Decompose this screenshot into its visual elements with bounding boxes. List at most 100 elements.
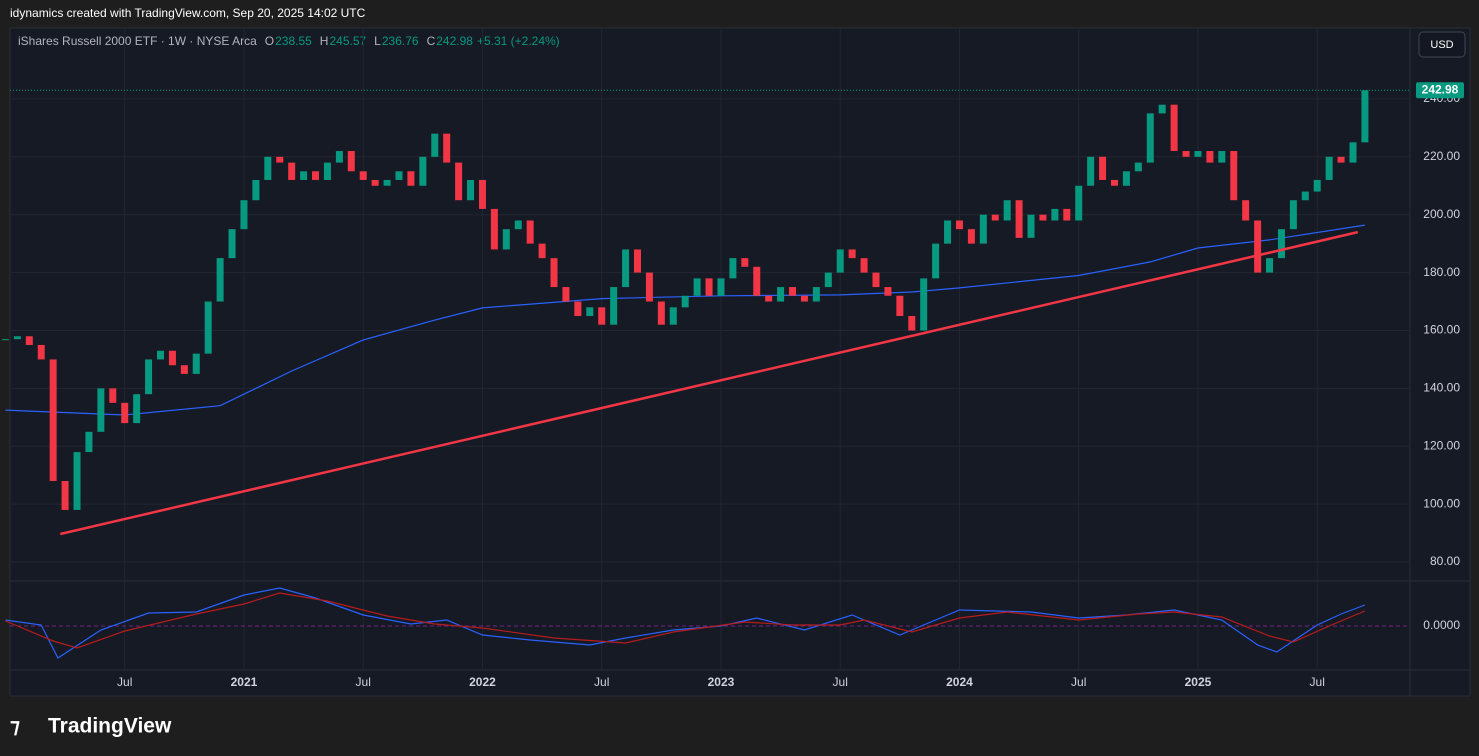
y-tick-label: 120.00	[1423, 438, 1460, 452]
brand: TradingView	[48, 715, 172, 738]
candle	[407, 171, 415, 186]
candle	[228, 229, 236, 259]
x-tick-label: 2021	[231, 675, 258, 689]
candle	[335, 151, 343, 163]
candle	[645, 272, 653, 302]
ohlc-value: 238.55	[275, 34, 312, 48]
candle	[884, 287, 892, 296]
currency-label[interactable]: USD	[1430, 39, 1453, 51]
candle	[25, 336, 33, 345]
y-tick-label: 160.00	[1423, 323, 1460, 337]
candle	[1027, 214, 1035, 238]
candle	[681, 295, 689, 308]
candle	[1301, 191, 1309, 201]
candle	[1, 339, 9, 341]
x-tick-label: 2023	[708, 675, 735, 689]
candle	[49, 359, 57, 482]
candle	[1277, 229, 1285, 259]
candle	[967, 229, 975, 244]
candle	[1325, 156, 1333, 180]
candle	[753, 266, 761, 296]
x-tick-label: Jul	[1071, 675, 1086, 689]
candle	[1218, 151, 1226, 163]
candle	[252, 179, 260, 201]
candle	[872, 272, 880, 288]
ohlc-value: 242.98	[436, 34, 473, 48]
candle	[1158, 104, 1166, 114]
currency-button[interactable]	[1418, 31, 1466, 58]
candle	[955, 220, 963, 230]
candle	[490, 208, 498, 250]
x-tick-label: Jul	[117, 675, 132, 689]
candle	[633, 249, 641, 273]
candle	[765, 295, 773, 302]
candle	[979, 214, 987, 244]
candle	[431, 133, 439, 157]
x-tick-label: Jul	[1310, 675, 1325, 689]
candle	[598, 307, 606, 325]
candle	[133, 394, 141, 424]
candle	[264, 156, 272, 180]
candle	[13, 336, 21, 340]
candle	[502, 229, 510, 250]
candle	[1075, 185, 1083, 221]
y-tick-label: 80.00	[1430, 554, 1460, 568]
candle	[514, 220, 522, 230]
candle	[657, 301, 665, 325]
candle	[1254, 220, 1262, 273]
candle	[1313, 179, 1321, 192]
candle	[908, 316, 916, 331]
candle	[61, 481, 69, 510]
candle	[944, 220, 952, 244]
candle	[741, 258, 749, 267]
x-tick-label: 2024	[946, 675, 973, 689]
candle	[574, 301, 582, 317]
candle	[1110, 179, 1118, 186]
candle	[1134, 162, 1142, 172]
candle	[1087, 156, 1095, 186]
oscillator-line	[5, 592, 1366, 649]
candle	[1051, 208, 1059, 221]
trendline	[60, 230, 1359, 536]
candle	[347, 151, 355, 172]
candle	[526, 220, 534, 244]
candle	[550, 258, 558, 288]
last-price-label: 242.98	[1422, 82, 1459, 96]
candle	[37, 344, 45, 360]
candle	[1063, 208, 1071, 221]
ohlc-label: L	[374, 34, 381, 48]
candle	[920, 278, 928, 331]
osc-tick-label: 0.0000	[1423, 618, 1460, 632]
candle	[1349, 142, 1357, 163]
x-tick-label: Jul	[833, 675, 848, 689]
x-tick-label: 2025	[1185, 675, 1212, 689]
candle	[1194, 151, 1202, 157]
candle	[860, 258, 868, 273]
candle	[478, 179, 486, 209]
candle	[85, 431, 93, 453]
candle	[312, 171, 320, 180]
candle	[395, 171, 403, 180]
candle	[1099, 156, 1107, 180]
candle	[1182, 151, 1190, 157]
ohlc-value: 245.57	[329, 34, 366, 48]
x-tick-label: Jul	[594, 675, 609, 689]
candle	[1266, 258, 1274, 273]
candle	[729, 258, 737, 279]
change: +5.31 (+2.24%)	[477, 34, 560, 48]
candle	[359, 171, 367, 180]
last-price-box	[1416, 82, 1464, 99]
candle	[276, 156, 284, 163]
candle	[848, 249, 856, 259]
candle	[371, 179, 379, 186]
x-tick-label: Jul	[356, 675, 371, 689]
ohlc: O 238.55 H 245.57 L 236.76 C 242.98 +5.31 (+2.24…	[265, 34, 560, 48]
candle	[1170, 104, 1178, 152]
candle	[693, 278, 701, 296]
candle	[538, 243, 546, 259]
candle	[383, 179, 391, 186]
candle	[777, 287, 785, 302]
candle	[717, 278, 725, 296]
